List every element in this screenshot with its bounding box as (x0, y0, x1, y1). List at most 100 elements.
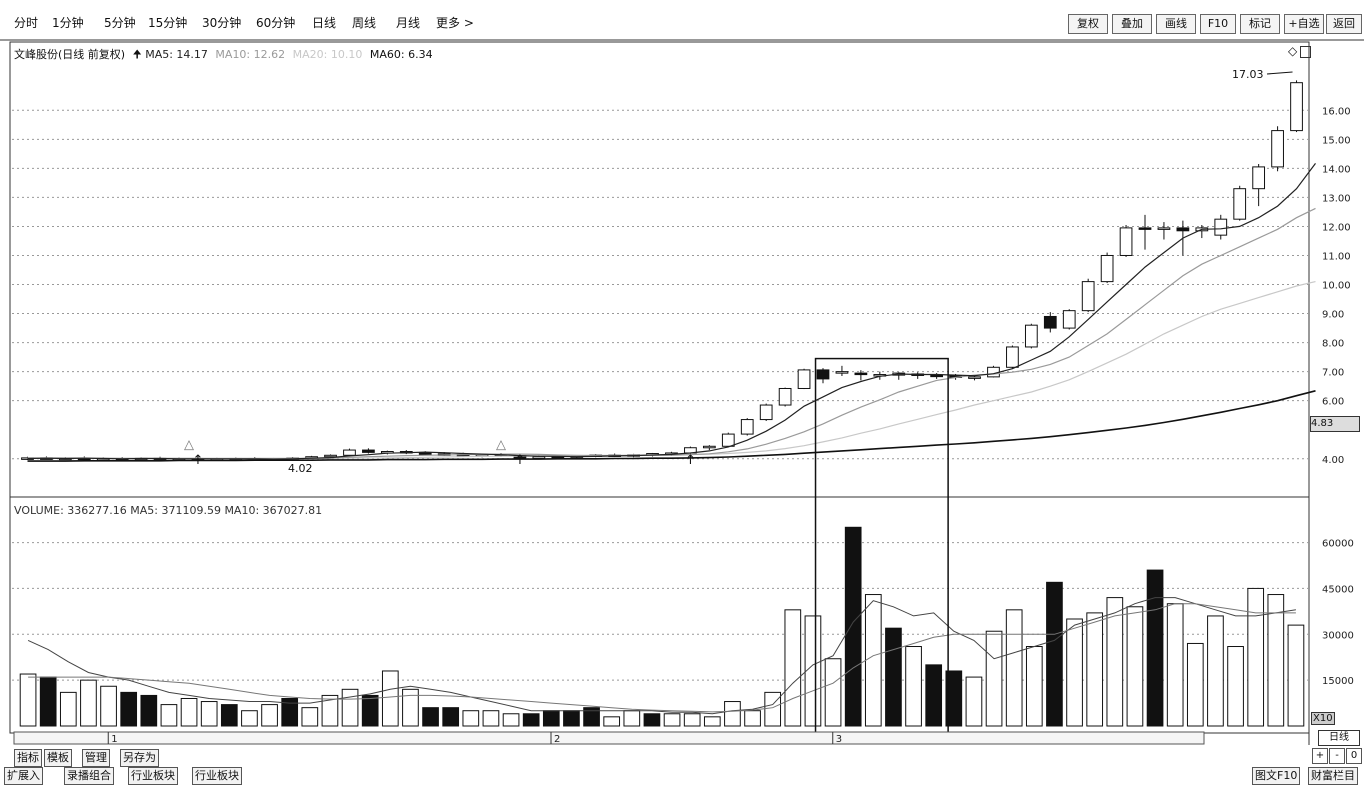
volume-bar (724, 701, 741, 727)
volume-bar (281, 697, 299, 727)
candle-body (1100, 254, 1114, 283)
period-tab-more[interactable]: 更多 > (436, 16, 474, 30)
period-tab-weekly[interactable]: 周线 (352, 16, 377, 30)
volume-bar (39, 676, 57, 727)
volume-bar (1146, 569, 1164, 727)
candle-body (835, 371, 849, 374)
status-ext[interactable]: 扩展入 (4, 767, 43, 785)
volume-bar (140, 694, 158, 727)
volume-bar (100, 685, 117, 727)
time-scroller (13, 731, 1205, 745)
volume-bar (683, 713, 701, 727)
period-tab-5min[interactable]: 5分钟 (104, 16, 136, 30)
high-price-label: 17.03 (1232, 68, 1264, 81)
volume-bar (1046, 581, 1063, 727)
current-price-tag: 4.83 (1310, 416, 1360, 432)
volume-bar (522, 713, 540, 727)
tab-manage[interactable]: 管理 (82, 749, 110, 767)
ma5-legend: MA5: 14.17 (145, 48, 208, 61)
candle-body (740, 419, 754, 435)
wealth-tab[interactable]: 财富栏目 (1308, 767, 1358, 785)
candle-body (1176, 227, 1190, 232)
candle-body (1271, 130, 1284, 168)
tab-template[interactable]: 模板 (44, 749, 72, 767)
price-tick-label: 6.00 (1322, 397, 1344, 408)
volume-bar (120, 691, 138, 727)
time-marker-label: 3 (836, 734, 842, 745)
volume-bar (1025, 646, 1043, 727)
candle-body (702, 445, 716, 449)
overlay-button[interactable]: 叠加 (1112, 14, 1152, 34)
add-watchlist-button[interactable]: +自选 (1284, 14, 1324, 34)
price-tick-label: 9.00 (1322, 310, 1344, 321)
volume-bar (442, 707, 460, 727)
volume-bar (764, 691, 782, 727)
zoom-in-button[interactable]: + (1312, 748, 1328, 764)
volume-bar (603, 716, 621, 727)
period-tab-15min[interactable]: 15分钟 (148, 16, 188, 30)
mark-button[interactable]: 标记 (1240, 14, 1280, 34)
volume-bar (905, 646, 922, 727)
tab-indicator[interactable]: 指标 (14, 749, 42, 767)
up-arrow-icon: 🠉 (132, 48, 142, 61)
back-button[interactable]: 返回 (1326, 14, 1362, 34)
price-tick-label: 11.00 (1322, 251, 1351, 262)
status-sector-b[interactable]: 行业板块 (192, 767, 242, 785)
volume-bar (241, 710, 258, 727)
volume-bar (1207, 615, 1224, 727)
volume-bar (1186, 642, 1204, 727)
period-tab-30min[interactable]: 30分钟 (202, 16, 242, 30)
volume-bar (663, 713, 681, 727)
period-tab-monthly[interactable]: 月线 (396, 16, 421, 30)
volume-unit-label: X10 (1311, 712, 1335, 725)
volume-bar (482, 710, 500, 727)
status-sector-a[interactable]: 行业板块 (128, 767, 178, 785)
volume-bar (1247, 587, 1265, 727)
volume-ma5-line (27, 597, 1296, 715)
period-tab-fenshi[interactable]: 分时 (14, 16, 39, 30)
volume-bar (542, 710, 560, 727)
candle-body (797, 369, 811, 389)
volume-bar (1086, 612, 1104, 727)
tab-save-as[interactable]: 另存为 (120, 749, 159, 767)
volume-bar (563, 710, 580, 727)
volume-bar (462, 710, 480, 727)
f10-button[interactable]: F10 (1200, 14, 1236, 34)
diamond-icon[interactable]: ◇ (1288, 44, 1298, 58)
ma10-legend: MA10: 12.62 (215, 48, 286, 61)
price-tick-label: 4.00 (1322, 455, 1344, 466)
candle-body (968, 376, 981, 379)
reset-button[interactable]: 0 (1346, 748, 1362, 764)
zoom-out-button[interactable]: - (1329, 748, 1345, 764)
time-marker-label: 1 (111, 734, 117, 745)
candle-body (1006, 346, 1019, 368)
volume-bar (381, 670, 399, 727)
high-price-leader (1266, 71, 1293, 75)
volume-bar (885, 627, 902, 727)
price-tick-label: 7.00 (1322, 368, 1344, 379)
draw-line-button[interactable]: 画线 (1156, 14, 1196, 34)
volume-tick-label: 45000 (1322, 584, 1354, 595)
candle-body (418, 452, 432, 455)
period-tab-1min[interactable]: 1分钟 (52, 16, 84, 30)
candle-body (1157, 227, 1171, 230)
period-tab-daily[interactable]: 日线 (312, 16, 337, 30)
window-icon[interactable] (1300, 46, 1311, 58)
low-price-label: 4.02 (288, 462, 313, 475)
candle-body (1024, 324, 1038, 348)
volume-bar (1267, 594, 1285, 727)
period-tab-60min[interactable]: 60分钟 (256, 16, 296, 30)
period-box[interactable]: 日线 (1318, 730, 1360, 746)
status-combo[interactable]: 录播组合 (64, 767, 114, 785)
volume-bar (160, 704, 178, 727)
fuquan-button[interactable]: 复权 (1068, 14, 1108, 34)
candle-body (816, 369, 830, 380)
volume-bar (1005, 609, 1023, 727)
f10-info-tab[interactable]: 图文F10 (1252, 767, 1301, 785)
buy-arrow-icon: ↑ (685, 453, 696, 468)
buy-arrow-icon: ↑ (192, 453, 203, 468)
volume-bar (1106, 597, 1124, 727)
volume-bar (985, 630, 1003, 727)
candle-body (721, 433, 735, 447)
price-panel-title: 文峰股份(日线 前复权) (14, 48, 126, 61)
